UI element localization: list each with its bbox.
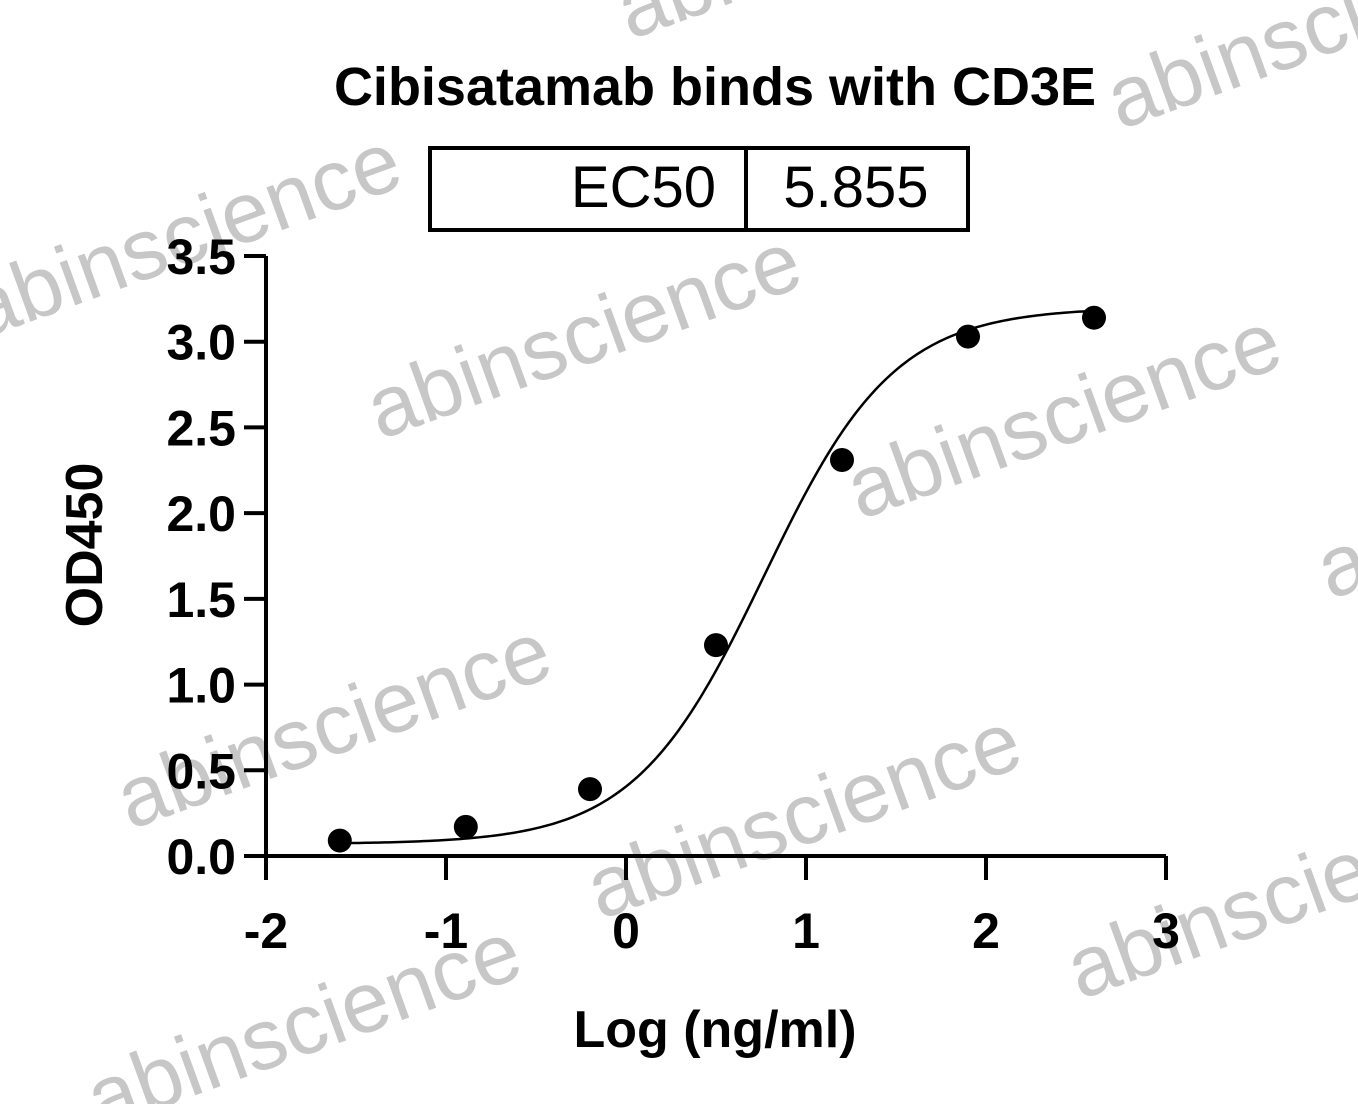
y-tick-label: 2.0 xyxy=(166,486,236,542)
ec50-value: 5.855 xyxy=(783,155,928,220)
watermark-text: abinscience xyxy=(1094,0,1358,148)
data-points xyxy=(327,305,1106,853)
watermark-text: abinscience xyxy=(1304,372,1358,618)
watermark-text: abinscience xyxy=(604,0,1064,58)
x-tick-label: 0 xyxy=(612,903,640,959)
watermark-text: abinscience xyxy=(574,692,1034,938)
ec50-table-border xyxy=(428,146,970,232)
watermark-text: abinscience xyxy=(104,602,564,848)
data-point xyxy=(578,777,602,802)
x-tick-label: 3 xyxy=(1152,903,1180,959)
watermark-text: abinscience xyxy=(1054,772,1358,1018)
y-tick-label: 2.5 xyxy=(166,400,236,456)
x-tick-label: -2 xyxy=(244,903,288,959)
y-axis-label: OD450 xyxy=(56,463,114,628)
y-tick-label: 1.5 xyxy=(166,572,236,628)
y-tick-label: 0.0 xyxy=(166,829,236,885)
x-tick-label: -1 xyxy=(424,903,468,959)
data-point xyxy=(956,324,980,349)
data-point xyxy=(327,828,352,853)
data-point xyxy=(1082,305,1106,330)
x-tick-label: 2 xyxy=(972,903,1000,959)
chart-title: Cibisatamab binds with CD3E xyxy=(334,57,1096,117)
x-axis-label: Log (ng/ml) xyxy=(573,1001,856,1059)
data-point xyxy=(830,448,854,472)
watermark-text: abinscience xyxy=(354,212,814,458)
data-point xyxy=(704,633,728,658)
data-point xyxy=(453,814,478,839)
x-tick-label: 1 xyxy=(792,903,820,959)
ec50-label: EC50 xyxy=(571,155,716,220)
watermark-text: abinscience xyxy=(834,292,1294,538)
y-tick-label: 3.0 xyxy=(166,315,236,371)
y-tick-label: 1.0 xyxy=(166,658,236,714)
axes: 0.0 0.5 1.0 1.5 2.0 2.5 3.0 3.5 -2 -1 0 1 2 3 xyxy=(166,229,1179,959)
ec50-table: EC50 5.855 xyxy=(428,146,970,232)
y-tick-label: 3.5 xyxy=(166,229,236,285)
y-tick-label: 0.5 xyxy=(166,743,236,799)
